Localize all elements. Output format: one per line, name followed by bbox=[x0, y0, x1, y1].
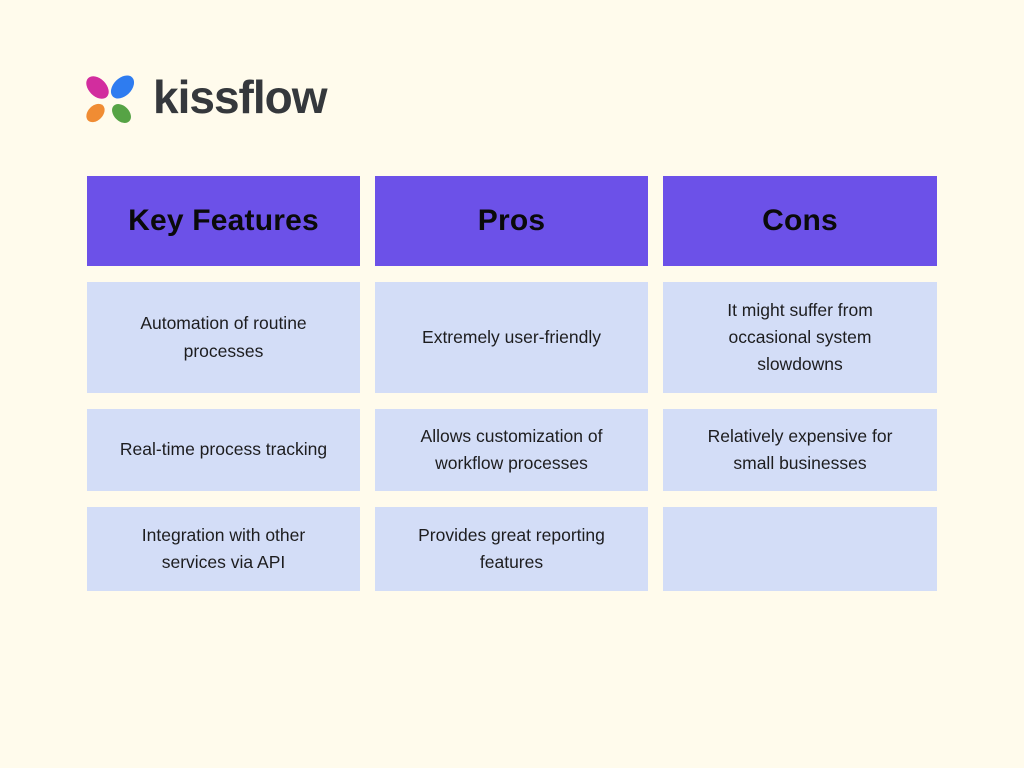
petal-bottom-right bbox=[112, 104, 131, 123]
brand-wordmark: kissflow bbox=[153, 71, 328, 123]
table-cell-key-features-3: Integration with other services via API bbox=[87, 507, 360, 591]
kissflow-logo: kissflow bbox=[82, 71, 328, 126]
table-cell-pros-3: Provides great reporting features bbox=[375, 507, 648, 591]
kissflow-flower-icon bbox=[82, 74, 138, 126]
table-cell-key-features-2: Real-time process tracking bbox=[87, 409, 360, 491]
table-cell-cons-2: Relatively expensive for small businesse… bbox=[663, 409, 937, 491]
petal-bottom-left bbox=[86, 103, 105, 123]
column-header-cons: Cons bbox=[663, 176, 937, 266]
column-header-pros: Pros bbox=[375, 176, 648, 266]
comparison-table: Key Features Pros Cons Automation of rou… bbox=[87, 176, 937, 591]
table-cell-key-features-1: Automation of routine processes bbox=[87, 282, 360, 393]
table-cell-cons-3-empty bbox=[663, 507, 937, 591]
petal-top-left bbox=[86, 76, 109, 99]
petal-top-right bbox=[110, 75, 135, 99]
table-cell-pros-2: Allows customization of workflow process… bbox=[375, 409, 648, 491]
column-header-key-features: Key Features bbox=[87, 176, 360, 266]
table-cell-pros-1: Extremely user-friendly bbox=[375, 282, 648, 393]
table-cell-cons-1: It might suffer from occasional system s… bbox=[663, 282, 937, 393]
